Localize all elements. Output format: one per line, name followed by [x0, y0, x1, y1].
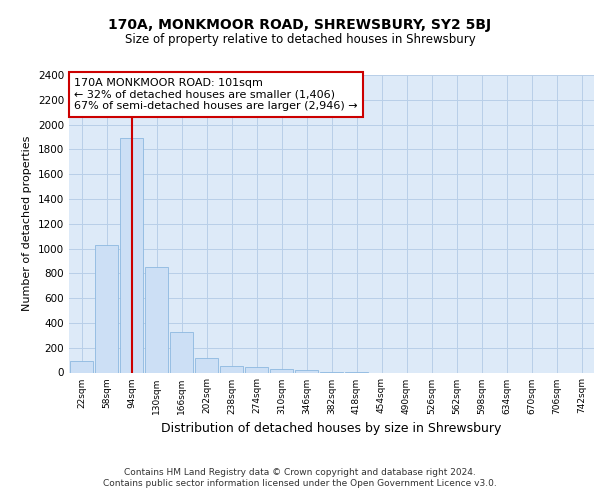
X-axis label: Distribution of detached houses by size in Shrewsbury: Distribution of detached houses by size …: [161, 422, 502, 435]
Bar: [95, 245, 118, 372]
Bar: [145, 266, 168, 372]
Bar: [70, 362, 93, 372]
Y-axis label: Number of detached properties: Number of detached properties: [22, 136, 32, 312]
Text: Contains HM Land Registry data © Crown copyright and database right 2024.
Contai: Contains HM Land Registry data © Crown c…: [103, 468, 497, 487]
Text: Size of property relative to detached houses in Shrewsbury: Size of property relative to detached ho…: [125, 32, 475, 46]
Bar: [120, 138, 143, 372]
Bar: [195, 358, 218, 372]
Bar: [245, 367, 268, 372]
Bar: [170, 332, 193, 372]
Bar: [220, 366, 243, 372]
Bar: [295, 370, 318, 372]
Text: 170A MONKMOOR ROAD: 101sqm
← 32% of detached houses are smaller (1,406)
67% of s: 170A MONKMOOR ROAD: 101sqm ← 32% of deta…: [74, 78, 358, 111]
Bar: [270, 369, 293, 372]
Text: 170A, MONKMOOR ROAD, SHREWSBURY, SY2 5BJ: 170A, MONKMOOR ROAD, SHREWSBURY, SY2 5BJ: [109, 18, 491, 32]
